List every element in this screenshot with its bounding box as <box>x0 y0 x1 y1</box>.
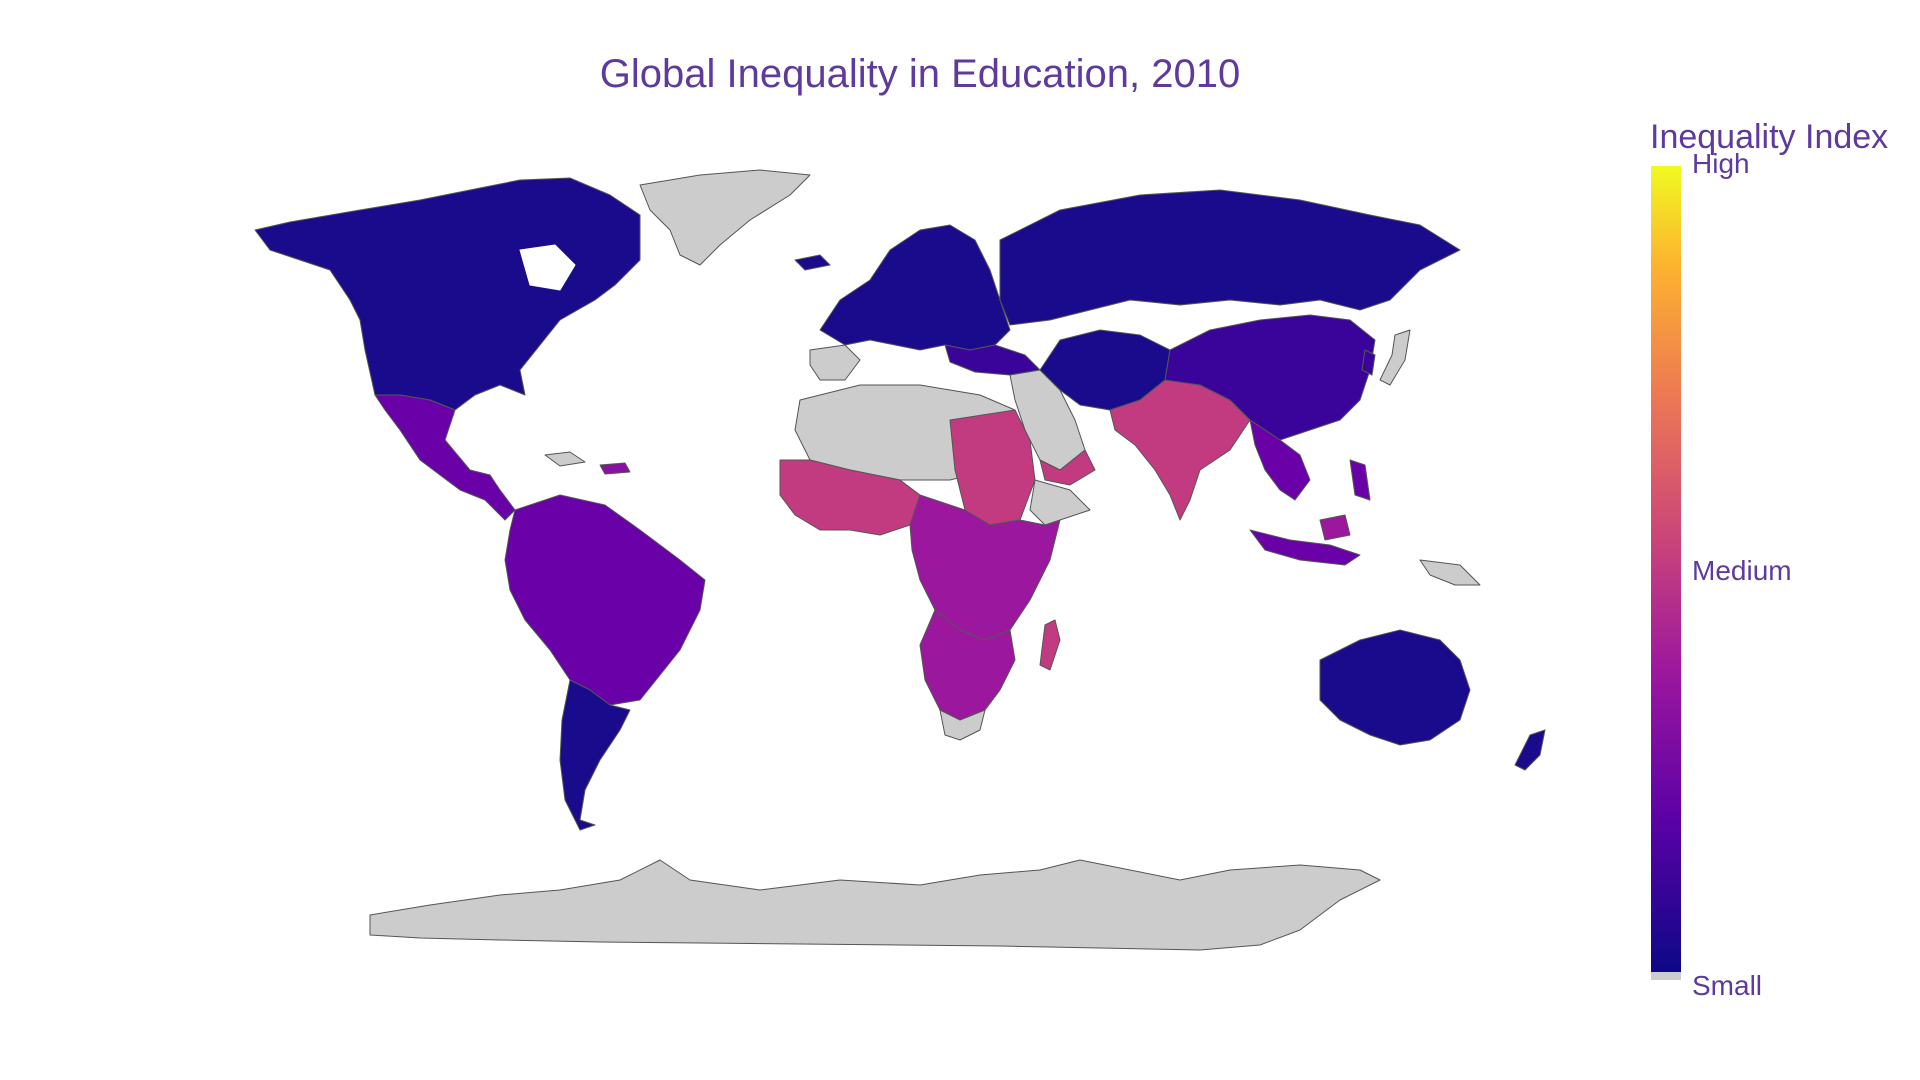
region-new-guinea <box>1419 559 1481 586</box>
colorbar-tick-small: Small <box>1692 970 1763 1001</box>
region-yemen-oman <box>1039 449 1096 486</box>
region-russia <box>999 189 1461 326</box>
region-japan <box>1379 329 1411 386</box>
region-south-africa <box>939 709 986 741</box>
region-southeast-asia <box>1249 419 1311 501</box>
region-central-east-africa <box>909 494 1061 641</box>
region-sudan <box>949 409 1036 526</box>
world-map <box>254 169 1546 951</box>
region-greenland <box>639 169 811 266</box>
region-southern-cone <box>559 679 631 831</box>
region-south-america-north <box>504 494 706 706</box>
region-china <box>1164 314 1376 441</box>
region-iberia <box>809 344 861 381</box>
chart-title: Global Inequality in Education, 2010 <box>599 52 1241 96</box>
region-turkey <box>944 344 1041 376</box>
colorbar-tick-high: High <box>1692 148 1750 179</box>
region-mexico <box>374 394 516 521</box>
region-horn <box>1029 479 1091 526</box>
region-caribbean <box>544 451 586 467</box>
region-north-america <box>254 177 641 411</box>
region-west-africa <box>779 459 921 536</box>
legend-title: Inequality Index <box>1650 118 1889 156</box>
colorbar-tick-medium: Medium <box>1692 555 1792 586</box>
colorbar <box>1651 166 1681 980</box>
region-europe <box>819 224 1011 351</box>
region-new-zealand <box>1514 729 1546 771</box>
region-australia <box>1319 629 1471 746</box>
region-madagascar <box>1039 619 1061 671</box>
region-indonesia <box>1249 529 1361 566</box>
region-southern-africa <box>919 609 1016 721</box>
region-antarctica <box>369 859 1381 951</box>
